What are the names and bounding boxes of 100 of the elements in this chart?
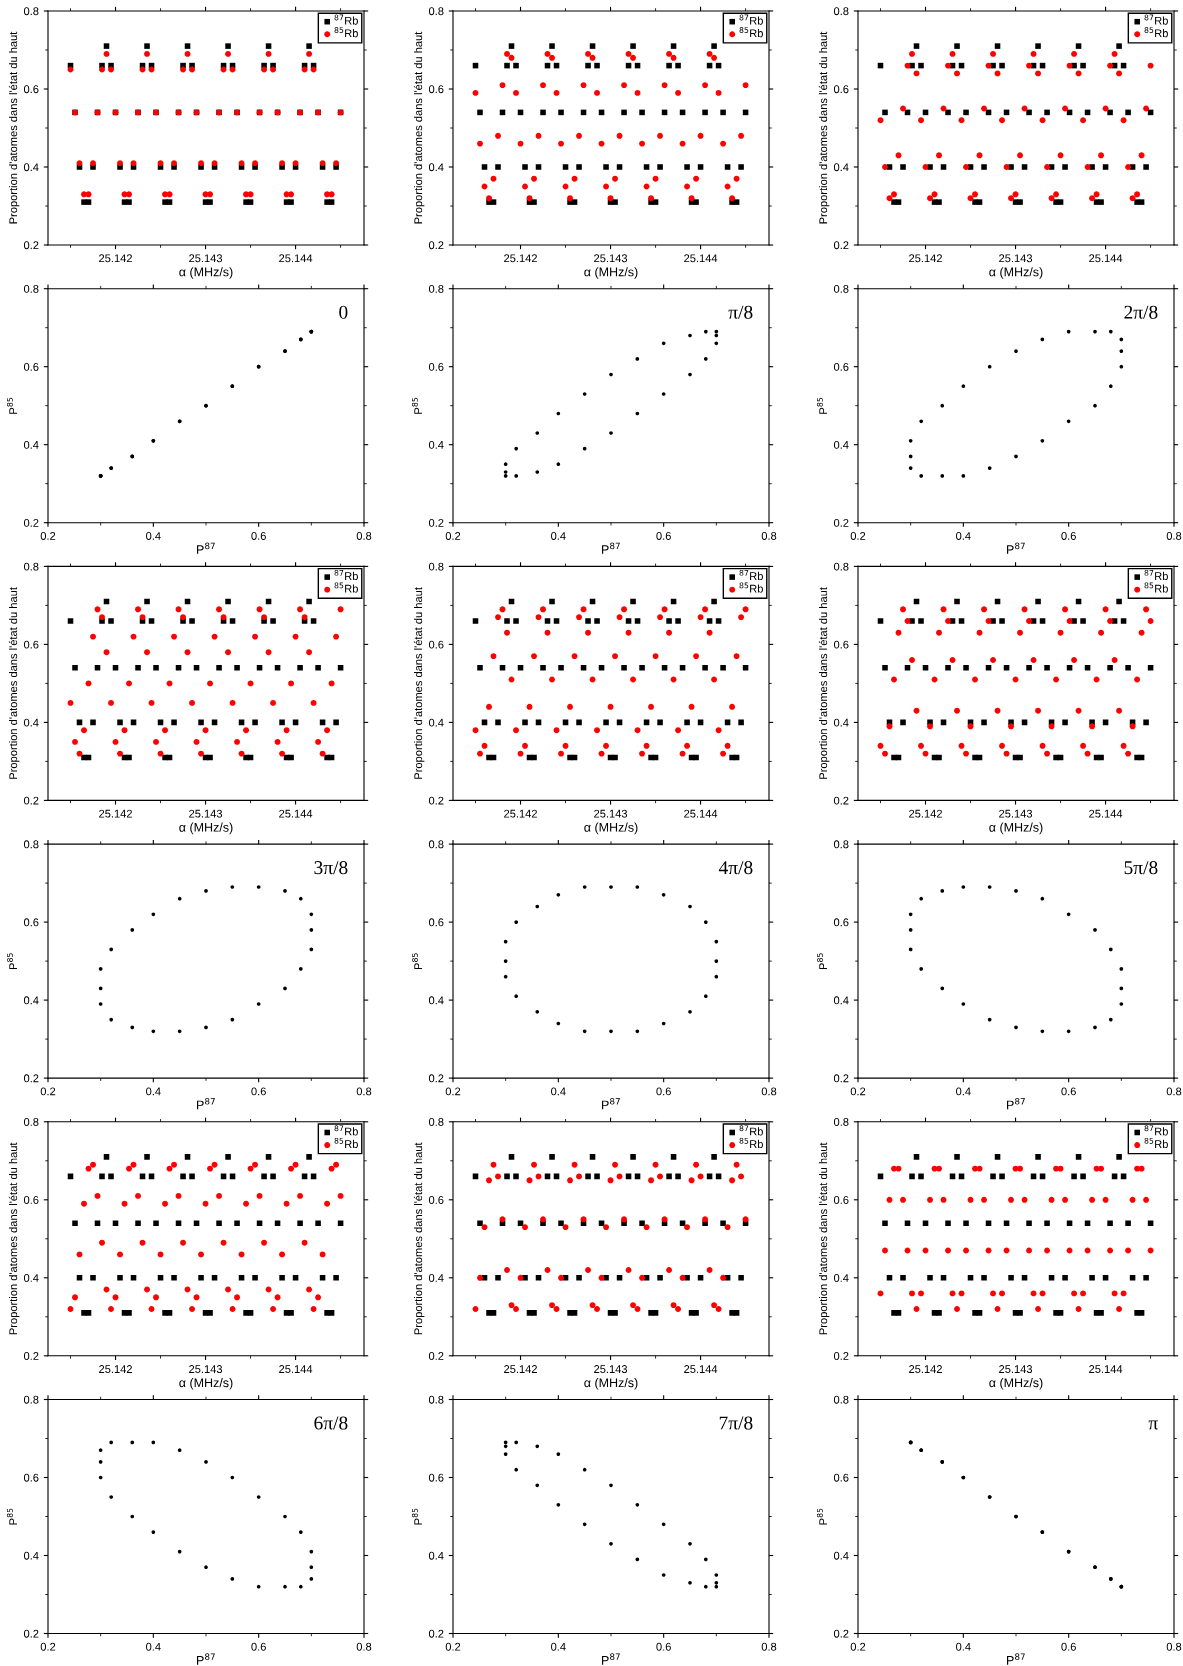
y-tick-label: 0.4 — [833, 163, 849, 172]
y-tick-label: 0.6 — [428, 1473, 444, 1482]
x-axis-title: α (MHz/s) — [179, 267, 233, 279]
x-tick-label: 0.6 — [251, 1087, 266, 1096]
point — [940, 474, 945, 478]
point — [688, 904, 692, 909]
legend-label: $^{85}$Rb — [739, 582, 763, 593]
point — [309, 1565, 314, 1570]
point — [940, 986, 945, 991]
x-tick-label: 0.8 — [761, 532, 777, 540]
x-axis-title: α (MHz/s) — [179, 1377, 233, 1390]
point — [535, 1009, 540, 1014]
x-tick-label: 25.142 — [909, 254, 942, 263]
point — [908, 466, 913, 470]
point — [503, 1452, 508, 1456]
annotation: 2π/8 — [1124, 305, 1158, 319]
y-tick-label: 0.8 — [833, 1118, 849, 1126]
point — [556, 892, 561, 897]
x-tick-label: 25.142 — [504, 1365, 537, 1373]
x-axis-title: α (MHz/s) — [989, 822, 1043, 835]
y-axis-title: Proportion d'atomes dans l'état du haut — [8, 31, 20, 224]
point — [1093, 1025, 1097, 1030]
legend-label: $^{87}$Rb — [1144, 569, 1168, 581]
y-tick-label: 0.4 — [23, 1551, 39, 1560]
y-axis-title: Proportion d'atomes dans l'état du haut — [818, 587, 830, 779]
y-tick-label: 0.6 — [428, 1196, 444, 1204]
y-axis-title: P$^{85}$ — [411, 953, 422, 970]
point — [309, 912, 314, 917]
legend-label: $^{87}$Rb — [739, 1125, 763, 1136]
y-tick-label: 0.2 — [23, 241, 39, 250]
point — [230, 885, 235, 889]
y-tick-label: 0.2 — [428, 796, 444, 805]
point — [256, 1495, 261, 1499]
x-tick-label: 25.144 — [279, 809, 313, 818]
x-axis-title: P$^{87}$ — [602, 1097, 620, 1110]
x-tick-label: 0.4 — [146, 1087, 161, 1096]
point — [714, 1580, 719, 1585]
point — [703, 1557, 708, 1562]
x-tick-label: 0.8 — [356, 1087, 372, 1096]
point — [514, 920, 519, 924]
point — [503, 462, 508, 467]
point — [1119, 1002, 1124, 1006]
x-tick-label: 25.143 — [594, 1365, 628, 1373]
y-tick-label: 0.8 — [428, 1395, 444, 1404]
point — [283, 1584, 287, 1589]
x-tick-label: 25.142 — [909, 809, 942, 818]
x-tick-label: 0.2 — [40, 532, 56, 540]
point — [503, 1444, 508, 1449]
x-tick-label: 0.4 — [956, 1087, 971, 1096]
x-tick-label: 0.4 — [551, 532, 566, 540]
y-axis-title: Proportion d'atomes dans l'état du haut — [413, 587, 425, 779]
y-tick-label: 0.8 — [23, 1118, 39, 1126]
x-axis-title: α (MHz/s) — [989, 267, 1043, 279]
x-axis-title: P$^{87}$ — [602, 1653, 620, 1665]
y-tick-label: 0.6 — [428, 640, 444, 649]
x-tick-label: 0.6 — [1061, 1642, 1076, 1651]
y-tick-label: 0.8 — [833, 7, 849, 16]
y-tick-label: 0.6 — [23, 918, 39, 927]
y-tick-label: 0.8 — [833, 840, 849, 849]
x-tick-label: 25.142 — [504, 254, 537, 263]
y-tick-label: 0.8 — [23, 840, 39, 849]
point — [609, 431, 613, 435]
y-tick-label: 0.8 — [428, 7, 444, 16]
point — [908, 438, 913, 443]
y-tick-label: 0.8 — [428, 284, 444, 293]
point — [98, 1002, 103, 1006]
y-tick-label: 0.2 — [23, 1074, 39, 1083]
point — [919, 474, 924, 478]
point — [130, 1514, 135, 1519]
point — [1108, 384, 1113, 389]
y-tick-label: 0.8 — [23, 7, 39, 16]
x-tick-label: 25.144 — [1089, 254, 1123, 263]
point — [204, 1460, 208, 1464]
y-tick-label: 0.4 — [23, 163, 39, 172]
legend-label: $^{87}$Rb — [334, 569, 358, 581]
point — [177, 1448, 182, 1453]
y-tick-label: 0.6 — [833, 362, 849, 371]
legend-label: $^{87}$Rb — [334, 1125, 358, 1136]
point — [556, 462, 561, 467]
y-tick-label: 0.4 — [833, 1274, 849, 1282]
x-tick-label: 25.144 — [684, 809, 718, 818]
x-tick-label: 0.4 — [146, 532, 161, 540]
x-axis-title: P$^{87}$ — [1007, 1653, 1025, 1665]
x-tick-label: 0.2 — [850, 532, 866, 540]
point — [987, 885, 992, 889]
x-tick-label: 0.2 — [850, 1087, 866, 1096]
point — [1066, 419, 1071, 424]
point — [1014, 349, 1018, 353]
y-tick-label: 0.2 — [833, 796, 849, 805]
point — [98, 967, 103, 971]
y-tick-label: 0.6 — [23, 85, 39, 94]
x-tick-label: 25.142 — [99, 254, 132, 263]
point — [130, 1440, 135, 1445]
y-tick-label: 0.6 — [833, 640, 849, 649]
point — [703, 920, 708, 924]
y-axis-title: P$^{85}$ — [6, 1508, 17, 1525]
point — [298, 896, 303, 901]
y-tick-label: 0.8 — [833, 284, 849, 293]
y-tick-label: 0.2 — [23, 1629, 39, 1638]
point — [919, 419, 924, 424]
